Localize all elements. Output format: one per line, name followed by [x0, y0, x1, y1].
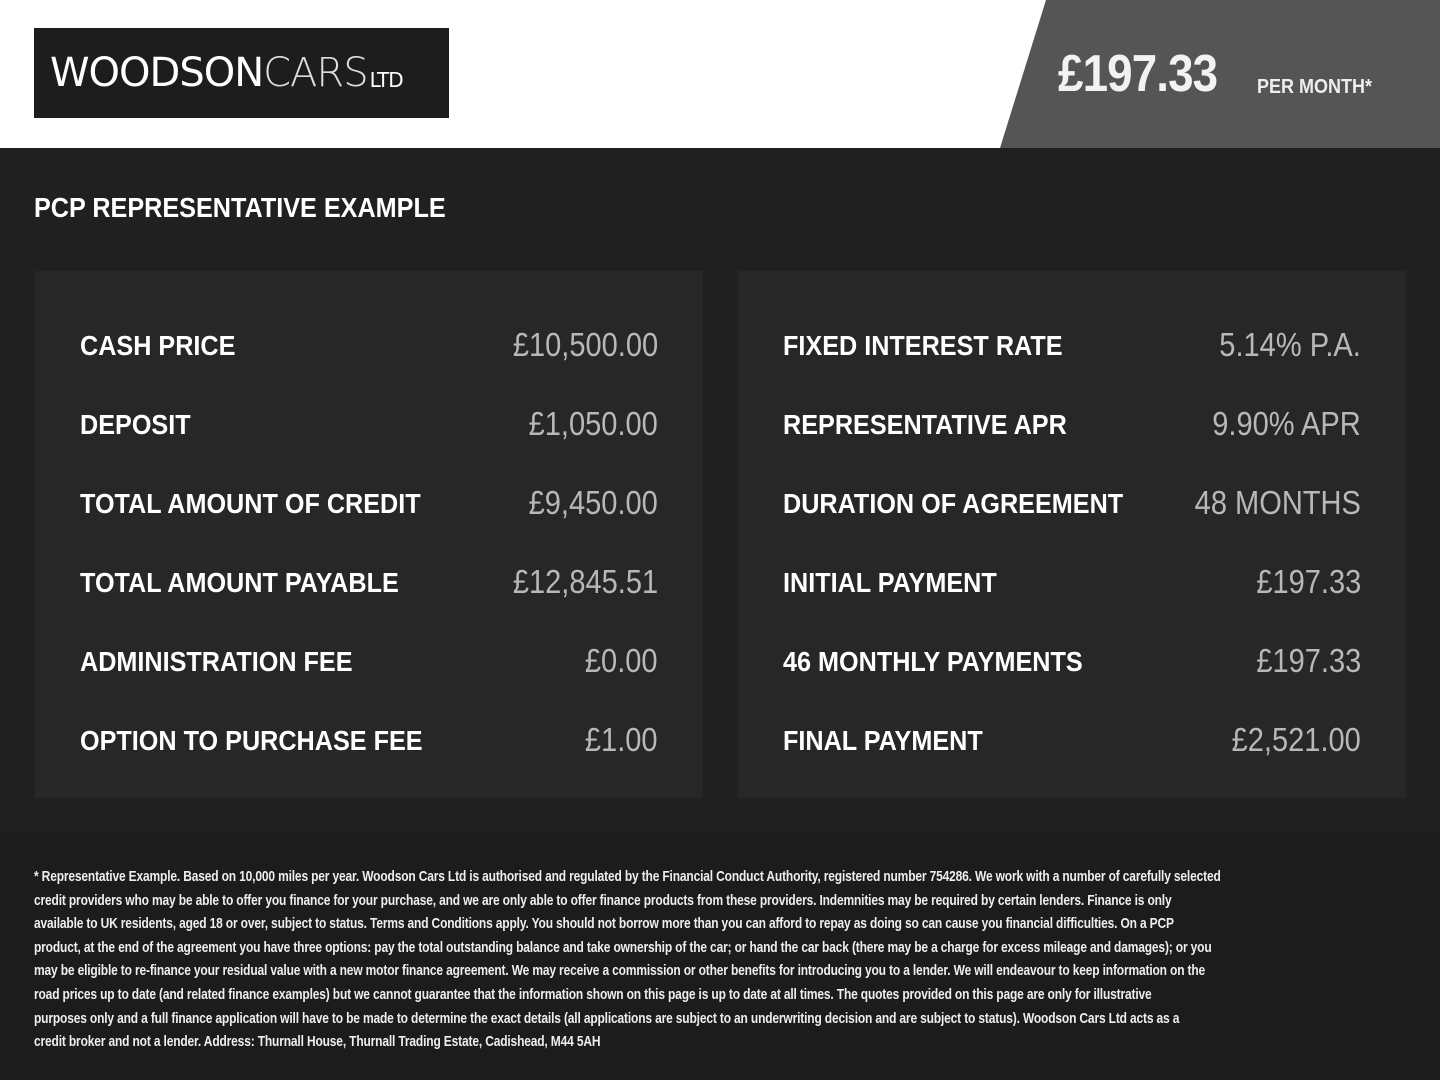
logo-bold: WOODSON [50, 50, 264, 96]
row-label: CASH PRICE [80, 330, 236, 361]
row-value: £197.33 [1256, 563, 1361, 600]
row-label: TOTAL AMOUNT PAYABLE [80, 567, 399, 598]
row-label: REPRESENTATIVE APR [783, 409, 1067, 440]
disclaimer-line: * Representative Example. Based on 10,00… [34, 868, 1221, 885]
row-label: ADMINISTRATION FEE [80, 646, 353, 677]
finance-row: TOTAL AMOUNT OF CREDIT £9,450.00 [80, 484, 658, 524]
right-panel: FIXED INTEREST RATE 5.14% P.A. REPRESENTAT… [738, 271, 1406, 798]
row-label: TOTAL AMOUNT OF CREDIT [80, 488, 421, 519]
row-value: £0.00 [585, 642, 658, 679]
disclaimer: * Representative Example. Based on 10,00… [0, 833, 1440, 1080]
row-value: £1,050.00 [528, 405, 658, 442]
monthly-price: £197.33 [1058, 45, 1218, 103]
row-value: 9.90% APR [1212, 405, 1361, 442]
row-label: FIXED INTEREST RATE [783, 330, 1063, 361]
disclaimer-line: product, at the end of the agreement you… [34, 938, 1212, 956]
row-value: £9,450.00 [528, 484, 658, 521]
row-value: 48 MONTHS [1194, 484, 1361, 521]
disclaimer-line: credit broker and not a lender. Address:… [34, 1033, 601, 1051]
row-value: 5.14% P.A. [1219, 326, 1361, 363]
disclaimer-line: may be eligible to re-finance your resid… [34, 962, 1206, 980]
section-title: PCP REPRESENTATIVE EXAMPLE [34, 192, 446, 223]
logo-light: CARS [263, 50, 368, 96]
row-label: 46 MONTHLY PAYMENTS [783, 646, 1083, 677]
finance-row: TOTAL AMOUNT PAYABLE £12,845.51 [80, 563, 658, 603]
finance-row: INITIAL PAYMENT £197.33 [783, 563, 1361, 603]
row-label: DURATION OF AGREEMENT [783, 488, 1124, 519]
row-value: £1.00 [585, 721, 658, 758]
woodson-cars-logo[interactable]: WOODSON CARS LTD [34, 28, 449, 118]
disclaimer-line: credit providers who may be able to offe… [34, 891, 1172, 909]
row-value: £197.33 [1256, 642, 1361, 679]
finance-row: ADMINISTRATION FEE £0.00 [80, 642, 658, 682]
row-label: FINAL PAYMENT [783, 725, 983, 756]
per-month-label: PER MONTH* [1257, 76, 1373, 98]
disclaimer-line: available to UK residents, aged 18 or ov… [34, 915, 1174, 933]
finance-row: FIXED INTEREST RATE 5.14% P.A. [783, 326, 1361, 366]
finance-row: DURATION OF AGREEMENT 48 MONTHS [783, 484, 1361, 524]
row-label: OPTION TO PURCHASE FEE [80, 725, 423, 756]
row-value: £12,845.51 [512, 563, 658, 600]
left-panel: CASH PRICE £10,500.00 DEPOSIT £1,050.00 TOTA… [35, 271, 703, 798]
row-label: INITIAL PAYMENT [783, 567, 997, 598]
finance-row: FINAL PAYMENT £2,521.00 [783, 721, 1361, 761]
row-value: £2,521.00 [1231, 721, 1361, 758]
disclaimer-line: road prices up to date (and related fina… [34, 986, 1152, 1003]
finance-row: REPRESENTATIVE APR 9.90% APR [783, 405, 1361, 445]
row-label: DEPOSIT [80, 409, 191, 440]
disclaimer-line: purposes only and a full finance applica… [34, 1009, 1180, 1027]
finance-row: CASH PRICE £10,500.00 [80, 326, 658, 366]
logo-suffix: LTD [369, 68, 404, 92]
finance-row: 46 MONTHLY PAYMENTS £197.33 [783, 642, 1361, 682]
finance-row: OPTION TO PURCHASE FEE £1.00 [80, 721, 658, 761]
finance-row: DEPOSIT £1,050.00 [80, 405, 658, 445]
price-banner [1000, 0, 1440, 148]
row-value: £10,500.00 [512, 326, 658, 363]
